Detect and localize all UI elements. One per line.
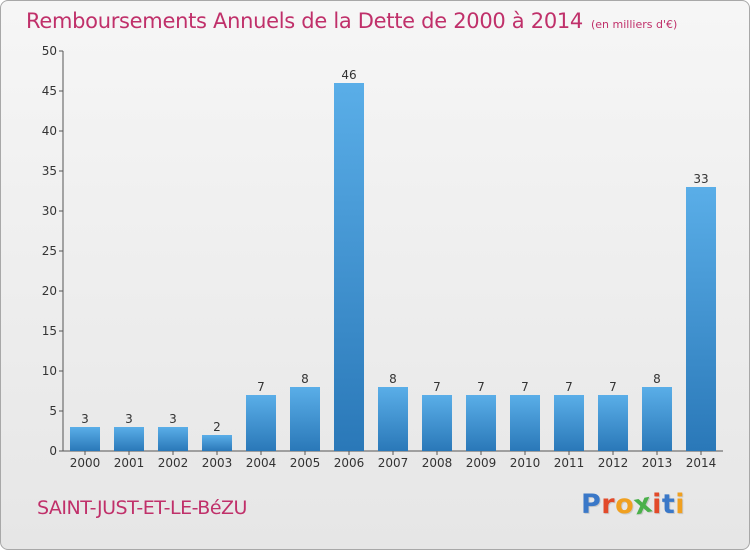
y-tick-label: 45 <box>42 84 57 98</box>
y-tick-label: 30 <box>42 204 57 218</box>
x-tick-label: 2005 <box>290 456 321 470</box>
y-tick-label: 5 <box>49 404 57 418</box>
y-tick-label: 50 <box>42 44 57 58</box>
data-label: 7 <box>257 380 265 394</box>
x-tick-label: 2014 <box>686 456 717 470</box>
data-label: 3 <box>81 412 89 426</box>
y-tick-label: 15 <box>42 324 57 338</box>
data-label: 7 <box>433 380 441 394</box>
x-tick-label: 2004 <box>246 456 277 470</box>
y-tick-label: 0 <box>49 444 57 458</box>
commune-name: SAINT-JUST-ET-LE-BéZU <box>37 497 247 519</box>
bar <box>202 435 232 451</box>
x-tick-label: 2007 <box>378 456 409 470</box>
logo-letter: i <box>675 489 686 520</box>
x-tick-label: 2006 <box>334 456 365 470</box>
bar <box>422 395 452 451</box>
bar <box>70 427 100 451</box>
x-tick-label: 2002 <box>158 456 189 470</box>
logo-letter: i <box>652 489 662 520</box>
data-label: 7 <box>565 380 573 394</box>
bar <box>642 387 672 451</box>
y-tick-label: 10 <box>42 364 57 378</box>
y-tick-label: 40 <box>42 124 57 138</box>
bar <box>510 395 540 451</box>
x-tick-label: 2013 <box>642 456 673 470</box>
bar <box>598 395 628 451</box>
x-tick-label: 2001 <box>114 456 145 470</box>
x-tick-label: 2008 <box>422 456 453 470</box>
x-tick-label: 2012 <box>598 456 629 470</box>
bar <box>554 395 584 451</box>
bar <box>466 395 496 451</box>
x-tick-label: 2000 <box>70 456 101 470</box>
bar <box>378 387 408 451</box>
bar <box>686 187 716 451</box>
bar <box>246 395 276 451</box>
x-tick-label: 2003 <box>202 456 233 470</box>
bar <box>158 427 188 451</box>
chart-title: Remboursements Annuels de la Dette de 20… <box>26 9 677 33</box>
data-label: 8 <box>653 372 661 386</box>
data-label: 33 <box>693 172 708 186</box>
data-label: 8 <box>301 372 309 386</box>
y-tick-label: 25 <box>42 244 57 258</box>
data-label: 3 <box>169 412 177 426</box>
logo-letter: r <box>601 489 616 520</box>
bar <box>290 387 320 451</box>
data-label: 7 <box>521 380 529 394</box>
logo-letter: o <box>615 489 635 520</box>
y-tick-label: 35 <box>42 164 57 178</box>
logo-letter: t <box>661 489 676 520</box>
proxiti-logo[interactable]: Proxiti <box>581 487 686 521</box>
data-label: 7 <box>477 380 485 394</box>
data-label: 46 <box>341 68 356 82</box>
x-tick-label: 2009 <box>466 456 497 470</box>
data-label: 7 <box>609 380 617 394</box>
x-tick-label: 2011 <box>554 456 585 470</box>
chart-title-main: Remboursements Annuels de la Dette de 20… <box>26 9 583 33</box>
chart-title-unit: (en milliers d'€) <box>591 18 678 31</box>
bar <box>334 83 364 451</box>
bar <box>114 427 144 451</box>
logo-letter: P <box>581 489 602 520</box>
y-tick-label: 20 <box>42 284 57 298</box>
x-tick-label: 2010 <box>510 456 541 470</box>
data-label: 3 <box>125 412 133 426</box>
data-label: 2 <box>213 420 221 434</box>
data-label: 8 <box>389 372 397 386</box>
